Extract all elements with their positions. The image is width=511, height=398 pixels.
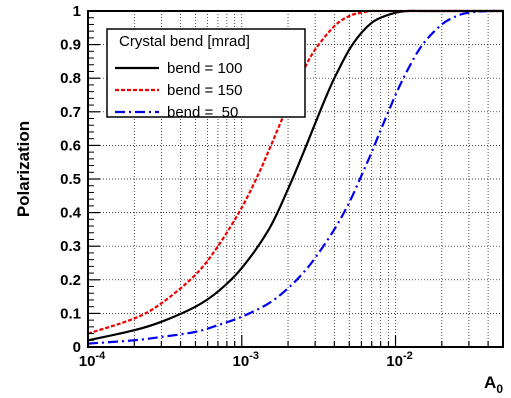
x-tick-label: 10-3 <box>233 350 259 370</box>
y-tick-label: 1 <box>73 3 81 20</box>
y-tick-label: 0.9 <box>60 37 81 54</box>
legend-label-1: bend = 100 <box>167 60 243 77</box>
legend-label-3: bend = 50 <box>167 104 238 121</box>
y-tick-label: 0.2 <box>60 272 81 289</box>
x-tick-label: 10-4 <box>79 350 106 370</box>
label-layer: 0 0.1 0.2 0.3 0.4 0.5 0.6 0.7 0.8 0.9 1 10-4 10-3 10-… <box>60 3 413 370</box>
x-axis-title: A0 <box>484 373 503 396</box>
x-axis-title-main: A <box>484 373 496 392</box>
legend-title: Crystal bend [mrad] <box>119 33 250 50</box>
y-tick-label: 0.4 <box>60 205 82 222</box>
y-axis-title: Polarization <box>14 121 33 217</box>
y-tick-label: 0.1 <box>60 305 81 322</box>
legend: Crystal bend [mrad] bend = 100 bend = 150 b… <box>106 28 306 121</box>
tick-layer <box>87 10 504 348</box>
y-tick-label: 0.5 <box>60 171 81 188</box>
grid-layer <box>88 11 503 347</box>
legend-box <box>106 28 306 118</box>
x-axis-title-subscript: 0 <box>496 382 503 396</box>
series-line-3 <box>87 9 504 345</box>
y-tick-label: 0.6 <box>60 137 81 154</box>
y-tick-label: 0.7 <box>60 104 81 121</box>
legend-label-2: bend = 150 <box>167 82 243 99</box>
x-tick-label: 10-2 <box>386 350 412 370</box>
y-tick-label: 0 <box>73 339 81 356</box>
y-tick-label: 0.8 <box>60 70 81 87</box>
y-tick-label: 0.3 <box>60 238 81 255</box>
